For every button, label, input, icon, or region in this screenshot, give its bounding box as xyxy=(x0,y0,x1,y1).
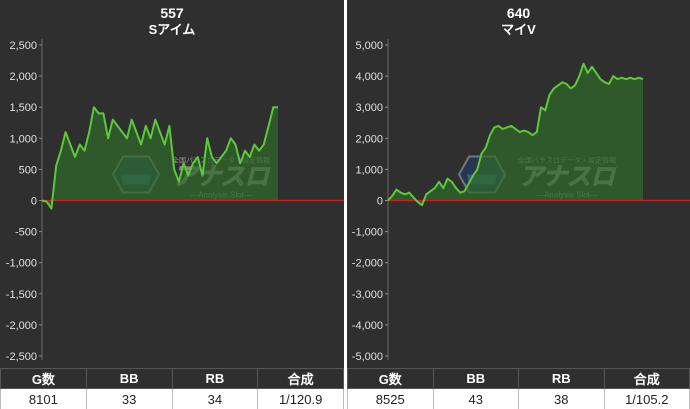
stats-table-right: G数 BB RB 合成 8525 43 38 1/105.2 xyxy=(347,368,690,409)
stats-header-combined: 合成 xyxy=(603,368,690,389)
machine-name: マイV xyxy=(501,22,536,37)
y-tick-label: -3,000 xyxy=(352,289,383,301)
y-tick-label: 3,000 xyxy=(355,102,383,114)
series-area xyxy=(388,63,643,206)
stats-header-row: G数 BB RB 合成 xyxy=(0,368,344,389)
y-tick-label: 0 xyxy=(377,196,383,208)
series-line xyxy=(387,62,644,207)
y-tick-label: 1,000 xyxy=(9,133,37,145)
y-tick-label: -4,000 xyxy=(352,320,383,332)
y-tick-label: 4,000 xyxy=(355,71,383,83)
stats-value-combined: 1/105.2 xyxy=(603,388,690,409)
series-area xyxy=(42,107,278,209)
stats-value-bb: 33 xyxy=(85,388,173,409)
graph-panel-left: 557 Sアイム 2,500 2,000 1,500 1,000 500 0 -500 -1,… xyxy=(0,0,344,409)
y-tick-label: 0 xyxy=(31,196,37,208)
stats-value-rb: 34 xyxy=(171,388,259,409)
y-tick-label: 500 xyxy=(19,164,37,176)
stats-value-row: 8525 43 38 1/105.2 xyxy=(347,388,690,409)
y-tick-label: -5,000 xyxy=(352,351,383,363)
y-tick-label: 5,000 xyxy=(355,40,383,52)
y-tick-label: -500 xyxy=(15,227,37,239)
machine-name: Sアイム xyxy=(148,22,196,37)
y-tick-label: -1,000 xyxy=(352,227,383,239)
y-tick-label: 2,500 xyxy=(9,40,37,52)
stats-value-games: 8101 xyxy=(0,388,87,409)
stats-header-rb: RB xyxy=(518,368,605,389)
stats-value-games: 8525 xyxy=(347,388,434,409)
stats-value-rb: 38 xyxy=(518,388,605,409)
stats-header-combined: 合成 xyxy=(257,368,344,389)
graph-panel-right: 640 マイV 5,000 4,000 3,000 2,000 1,000 0 -1,000… xyxy=(347,0,690,409)
y-tick-label: 1,500 xyxy=(9,102,37,114)
y-tick-label: -2,000 xyxy=(352,258,383,270)
panel-header: 557 Sアイム xyxy=(0,0,344,42)
y-tick-label: -1,000 xyxy=(6,258,37,270)
stats-header-games: G数 xyxy=(0,368,87,389)
stats-header-rb: RB xyxy=(171,368,259,389)
y-tick-label: 2,000 xyxy=(9,71,37,83)
stats-header-row: G数 BB RB 合成 xyxy=(347,368,690,389)
y-tick-label: 1,000 xyxy=(355,164,383,176)
stats-header-games: G数 xyxy=(347,368,434,389)
y-tick-label: -2,500 xyxy=(6,351,37,363)
stats-value-bb: 43 xyxy=(432,388,519,409)
stats-table-left: G数 BB RB 合成 8101 33 34 1/120.9 xyxy=(0,368,344,409)
series-line xyxy=(41,106,278,210)
stats-value-row: 8101 33 34 1/120.9 xyxy=(0,388,344,409)
slump-graph-right: 5,000 4,000 3,000 2,000 1,000 0 -1,000 -2,000 -3… xyxy=(352,39,690,363)
machine-number: 640 xyxy=(506,5,531,21)
y-tick-label: 2,000 xyxy=(355,133,383,145)
machine-number: 557 xyxy=(160,5,184,21)
y-tick-label: -1,500 xyxy=(6,289,37,301)
panel-header: 640 マイV xyxy=(347,0,690,42)
y-tick-label: -2,000 xyxy=(6,320,37,332)
stats-value-combined: 1/120.9 xyxy=(257,388,344,409)
stats-header-bb: BB xyxy=(85,368,173,389)
slump-graph-left: 2,500 2,000 1,500 1,000 500 0 -500 -1,000 -1,500… xyxy=(6,39,344,363)
stats-header-bb: BB xyxy=(432,368,519,389)
